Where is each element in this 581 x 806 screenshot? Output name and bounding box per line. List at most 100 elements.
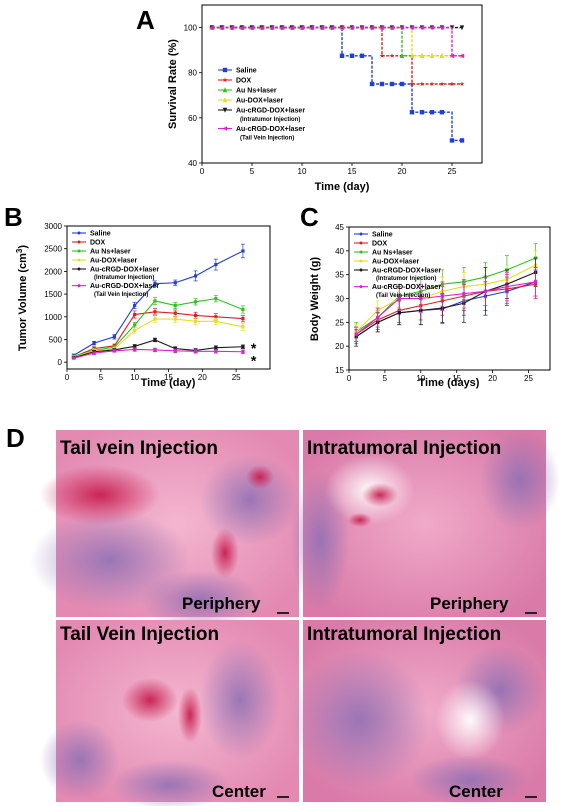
series-group <box>209 24 465 143</box>
data-point <box>439 25 445 30</box>
data-point <box>399 25 405 30</box>
legend-swatch-marker <box>222 67 228 73</box>
legend-entry: Au-DOX+laser <box>236 98 284 105</box>
data-point <box>409 53 415 58</box>
data-point <box>429 110 435 115</box>
data-point <box>214 346 218 350</box>
histology-title: Tail vein Injection <box>60 438 218 459</box>
legend-entry: Au Ns+laser <box>372 250 413 257</box>
series-4 <box>71 337 245 360</box>
y-axis-label: Tumor Volume (cm3) <box>15 245 29 351</box>
histology-title: Intratumoral Injection <box>307 438 501 459</box>
legend-swatch-marker <box>77 258 81 262</box>
data-point <box>534 280 538 284</box>
series-5 <box>71 347 245 360</box>
data-point <box>439 81 445 87</box>
data-point <box>369 25 375 30</box>
histology-location: Center <box>449 782 503 801</box>
histology-image-intratumoral-center: Intratumoral Injection Center <box>290 620 546 805</box>
data-point <box>214 297 218 301</box>
data-point <box>449 138 455 143</box>
y-tick-label: 2500 <box>44 245 62 254</box>
y-axis-label-superscript: 3 <box>15 248 24 253</box>
data-point <box>173 346 177 351</box>
data-point <box>153 338 157 342</box>
legend-swatch-marker <box>222 107 228 113</box>
x-tick-label: 25 <box>232 373 241 382</box>
x-tick-label: 5 <box>250 167 255 176</box>
data-point <box>133 344 137 348</box>
data-point <box>133 323 137 327</box>
data-point <box>462 292 466 296</box>
x-tick-label: 0 <box>200 167 205 176</box>
data-point <box>339 53 345 58</box>
x-tick-label: 15 <box>452 374 461 383</box>
y-axis-label-text: Tumor Volume (cm <box>17 253 29 351</box>
histology-location: Center <box>212 782 266 801</box>
data-point <box>440 294 444 298</box>
y-tick-label: 25 <box>335 318 344 327</box>
y-tick-label: 1000 <box>44 313 62 322</box>
legend: Saline DOX Au Ns+laser Au-DOX+laser Au-cRGD-… <box>72 231 159 298</box>
legend-swatch-marker <box>359 268 363 272</box>
data-point <box>459 25 465 31</box>
series-group <box>354 243 538 347</box>
data-point <box>459 81 465 87</box>
data-point <box>359 53 365 58</box>
series-line <box>212 26 462 57</box>
data-point <box>389 81 395 87</box>
significance-marker: * <box>251 340 257 356</box>
histology-image-tail-vein-center: Tail Vein Injection Center <box>40 620 299 806</box>
x-tick-label: 0 <box>65 373 70 382</box>
data-point <box>279 25 285 30</box>
series-0 <box>71 243 245 358</box>
x-axis-label: Time (day) <box>141 377 196 389</box>
axis-ticks: 0 5 10 15 20 25 0 500 1000 1500 2000 2500 3000 <box>44 222 241 382</box>
legend-entry-note: (Tail Vein Injection) <box>240 136 294 142</box>
data-point <box>112 335 116 339</box>
legend-entry: DOX <box>372 241 388 248</box>
series-line <box>73 339 243 359</box>
y-tick-label: 20 <box>335 342 344 351</box>
data-point <box>299 25 305 30</box>
y-tick-label: 30 <box>335 295 344 304</box>
data-point <box>153 317 157 321</box>
panel-label-c: C <box>300 202 319 232</box>
legend-entry-note: (Tail Vein Injection) <box>94 292 148 298</box>
legend-swatch-marker <box>222 97 228 103</box>
data-point <box>379 81 385 87</box>
data-point <box>173 317 177 321</box>
legend-entry: Saline <box>90 231 111 238</box>
series-2 <box>209 24 465 58</box>
data-point <box>429 81 435 87</box>
legend-swatch-marker <box>359 259 363 263</box>
histology-image-tail-vein-periphery: Tail vein Injection Periphery <box>30 430 300 630</box>
legend-swatch-marker <box>77 249 81 253</box>
x-tick-label: 10 <box>416 374 425 383</box>
data-point <box>173 281 177 285</box>
y-tick-label: 0 <box>58 358 63 367</box>
legend-entry: Au Ns+laser <box>90 249 131 256</box>
chart-c-body-weight: 0 5 10 15 20 25 15 20 25 30 35 40 45 Saline DOX Au Ns+… <box>309 223 551 389</box>
chart-a-survival: 0 5 10 15 20 25 40 60 80 100 Saline DOX Au Ns+laser… <box>167 4 483 193</box>
data-point <box>399 81 405 87</box>
y-tick-label: 3000 <box>44 222 62 231</box>
data-point <box>214 349 218 353</box>
data-point <box>409 110 415 115</box>
x-tick-label: 20 <box>198 373 207 382</box>
data-point <box>379 25 385 30</box>
data-point <box>173 303 177 308</box>
data-point <box>241 307 245 312</box>
data-point <box>349 53 355 58</box>
histology-title: Intratumoral Injection <box>307 624 501 645</box>
data-point <box>349 25 355 30</box>
legend-entry-note: (Intratumor Injection) <box>240 117 300 123</box>
y-tick-label: 60 <box>188 114 197 123</box>
series-line <box>355 283 536 335</box>
x-tick-label: 15 <box>348 167 357 176</box>
data-point <box>133 312 137 317</box>
legend-entry: Au-cRGD-DOX+laser <box>90 267 159 274</box>
x-tick-label: 20 <box>488 374 497 383</box>
legend-entry-note: (Intratumor Injection) <box>94 275 154 281</box>
histology-location: Periphery <box>430 594 509 613</box>
